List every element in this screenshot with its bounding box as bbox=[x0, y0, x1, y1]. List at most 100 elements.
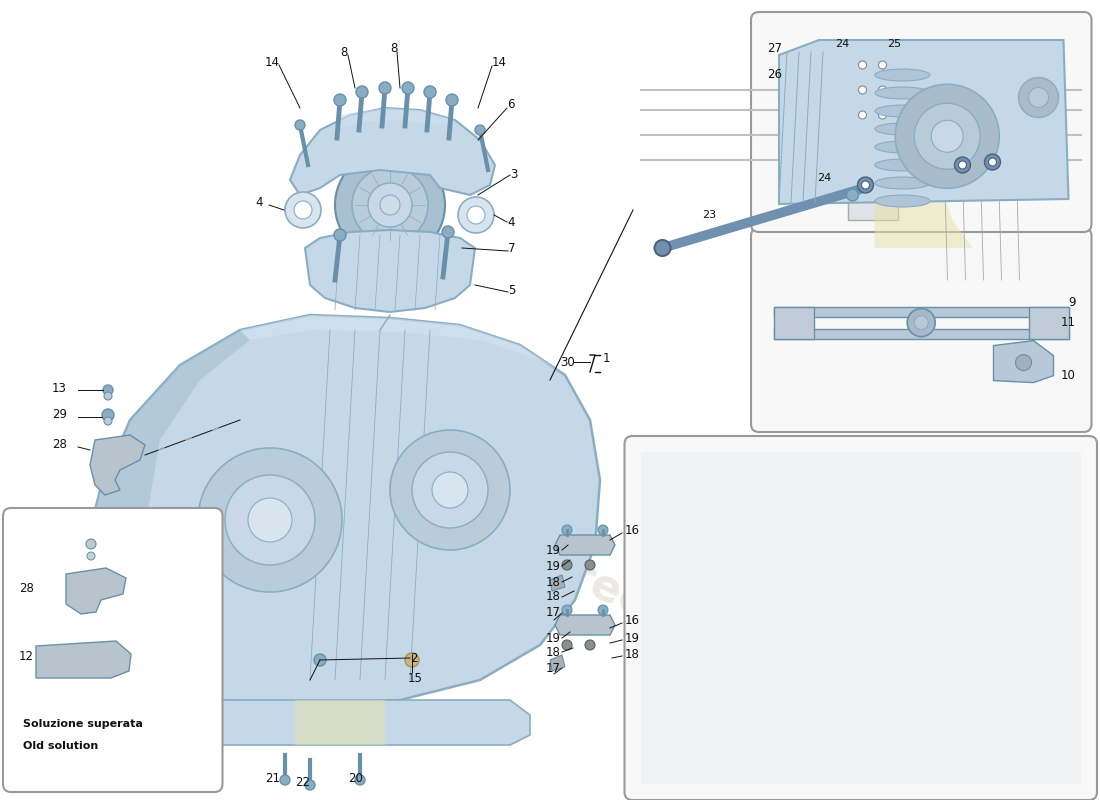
Text: Soluzione superata: Soluzione superata bbox=[23, 719, 143, 729]
Text: 29: 29 bbox=[52, 409, 67, 422]
Circle shape bbox=[368, 183, 412, 227]
Polygon shape bbox=[295, 700, 385, 745]
Text: 17: 17 bbox=[546, 606, 561, 619]
Polygon shape bbox=[774, 306, 1068, 317]
Ellipse shape bbox=[874, 195, 929, 207]
Text: 8: 8 bbox=[340, 46, 348, 58]
Text: 7: 7 bbox=[508, 242, 516, 254]
Ellipse shape bbox=[874, 159, 929, 171]
Circle shape bbox=[598, 605, 608, 615]
Circle shape bbox=[914, 315, 928, 330]
Circle shape bbox=[932, 120, 964, 152]
Text: 25: 25 bbox=[888, 39, 902, 49]
Polygon shape bbox=[556, 535, 615, 555]
Polygon shape bbox=[130, 700, 530, 745]
Circle shape bbox=[390, 430, 510, 550]
Circle shape bbox=[598, 525, 608, 535]
Circle shape bbox=[104, 417, 112, 425]
Polygon shape bbox=[1028, 306, 1068, 338]
Circle shape bbox=[879, 111, 887, 119]
Circle shape bbox=[334, 94, 346, 106]
Polygon shape bbox=[90, 435, 145, 495]
Circle shape bbox=[1015, 354, 1032, 370]
Circle shape bbox=[248, 498, 292, 542]
Polygon shape bbox=[290, 108, 495, 195]
Circle shape bbox=[424, 86, 436, 98]
Text: 24: 24 bbox=[836, 39, 849, 49]
Circle shape bbox=[305, 780, 315, 790]
Polygon shape bbox=[847, 44, 898, 220]
Circle shape bbox=[86, 539, 96, 549]
Polygon shape bbox=[774, 306, 814, 338]
Circle shape bbox=[295, 120, 305, 130]
Text: 4: 4 bbox=[255, 195, 263, 209]
Circle shape bbox=[1019, 78, 1058, 118]
Circle shape bbox=[432, 472, 468, 508]
Polygon shape bbox=[80, 330, 250, 690]
Text: 22: 22 bbox=[295, 775, 310, 789]
Circle shape bbox=[958, 161, 967, 169]
Circle shape bbox=[103, 385, 113, 395]
FancyBboxPatch shape bbox=[751, 228, 1091, 432]
Circle shape bbox=[847, 189, 858, 201]
Polygon shape bbox=[305, 230, 475, 312]
Circle shape bbox=[336, 150, 446, 260]
Circle shape bbox=[908, 309, 935, 337]
FancyBboxPatch shape bbox=[751, 12, 1091, 232]
Text: 27: 27 bbox=[767, 42, 782, 54]
Polygon shape bbox=[240, 315, 565, 375]
Circle shape bbox=[858, 177, 873, 193]
FancyBboxPatch shape bbox=[3, 508, 222, 792]
Polygon shape bbox=[779, 40, 1068, 204]
Text: 23: 23 bbox=[703, 210, 716, 220]
Circle shape bbox=[858, 86, 867, 94]
Text: 19: 19 bbox=[625, 631, 640, 645]
Circle shape bbox=[475, 125, 485, 135]
Circle shape bbox=[468, 206, 485, 224]
Text: 11: 11 bbox=[1060, 316, 1076, 329]
Ellipse shape bbox=[874, 87, 929, 99]
Text: 18: 18 bbox=[546, 590, 561, 603]
Circle shape bbox=[858, 61, 867, 69]
Text: 19: 19 bbox=[546, 543, 561, 557]
Text: 15: 15 bbox=[408, 671, 422, 685]
Circle shape bbox=[458, 197, 494, 233]
Circle shape bbox=[352, 167, 428, 243]
Polygon shape bbox=[556, 615, 615, 635]
Text: 18: 18 bbox=[625, 647, 640, 661]
Circle shape bbox=[562, 640, 572, 650]
Circle shape bbox=[562, 605, 572, 615]
Circle shape bbox=[405, 653, 419, 667]
FancyBboxPatch shape bbox=[625, 436, 1097, 800]
Circle shape bbox=[285, 192, 321, 228]
Circle shape bbox=[585, 560, 595, 570]
Text: 12: 12 bbox=[19, 650, 34, 662]
Text: 18: 18 bbox=[546, 646, 561, 658]
Text: 1: 1 bbox=[603, 351, 611, 365]
Circle shape bbox=[442, 226, 454, 238]
Polygon shape bbox=[336, 108, 455, 130]
Circle shape bbox=[198, 448, 342, 592]
Circle shape bbox=[654, 240, 671, 256]
Text: 4: 4 bbox=[507, 215, 515, 229]
Circle shape bbox=[402, 82, 414, 94]
Circle shape bbox=[334, 229, 346, 241]
Circle shape bbox=[895, 84, 999, 188]
Ellipse shape bbox=[874, 105, 929, 117]
Polygon shape bbox=[550, 655, 565, 671]
Text: 2: 2 bbox=[410, 651, 418, 665]
Text: 17: 17 bbox=[546, 662, 561, 674]
Polygon shape bbox=[993, 341, 1054, 382]
Polygon shape bbox=[774, 329, 1068, 338]
Circle shape bbox=[280, 775, 290, 785]
Text: 10: 10 bbox=[1060, 369, 1076, 382]
Circle shape bbox=[585, 640, 595, 650]
Circle shape bbox=[955, 157, 970, 173]
Circle shape bbox=[858, 111, 867, 119]
Text: 19: 19 bbox=[546, 559, 561, 573]
Polygon shape bbox=[874, 155, 972, 248]
Text: 5: 5 bbox=[508, 283, 516, 297]
Circle shape bbox=[379, 195, 400, 215]
Text: 21: 21 bbox=[265, 771, 280, 785]
Text: 14: 14 bbox=[265, 55, 280, 69]
